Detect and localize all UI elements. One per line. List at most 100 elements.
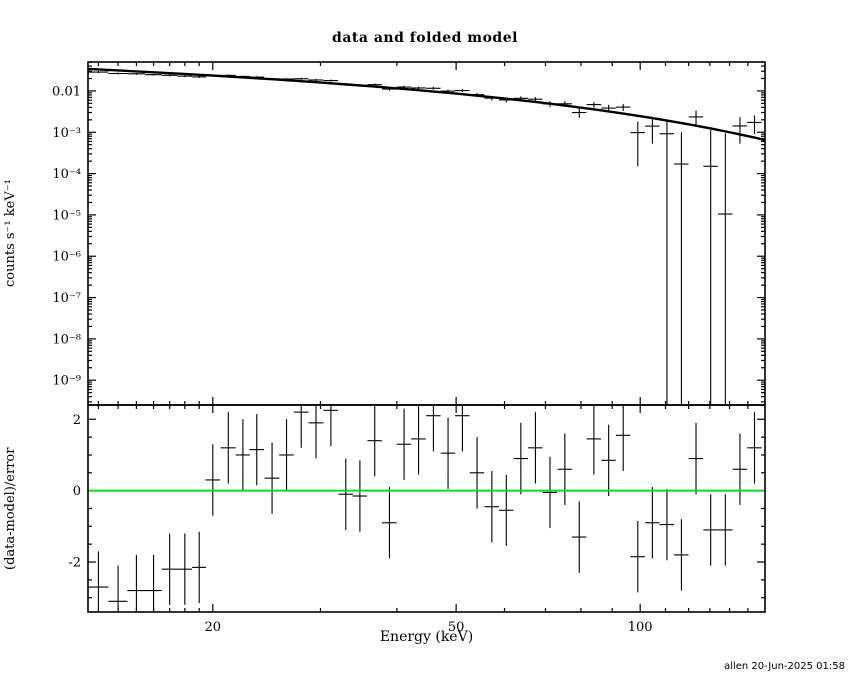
x-axis-label: Energy (keV) [379,629,474,645]
data-point [528,97,543,102]
data-point [127,72,146,75]
tick-label: 10⁻⁵ [52,208,81,223]
residual-point [498,474,514,546]
data-point [411,86,426,90]
residual-point [645,487,660,559]
data-point [484,96,499,101]
tick-label: 10⁻⁶ [52,250,81,265]
data-point [177,75,193,78]
data-point [352,84,368,87]
residual-point [703,494,718,566]
data-point [396,85,412,89]
data-point [323,79,339,82]
residual-point [192,531,207,604]
data-point [88,71,109,74]
axis-ticks [88,61,765,612]
data-point [747,115,762,134]
residual-point [586,405,602,475]
data-point [308,78,324,82]
residual-point [367,405,382,477]
tick-labels: 20 50 1000.0110⁻³10⁻⁴10⁻⁵10⁻⁶10⁻⁷10⁻⁸10⁻⁹-… [52,84,653,635]
data-point [161,74,178,77]
tick-label: 0 [73,484,81,499]
y-axis-label-residuals: (data-model)/error [3,447,18,570]
data-point [732,117,748,144]
data-point [688,110,704,128]
residual-point [615,405,631,472]
data-point [513,96,528,101]
data-point [440,89,456,93]
data-point [659,119,675,405]
residual-point [308,405,324,459]
folded-model-line [88,67,765,142]
data-point [338,83,353,86]
data-point [249,76,264,79]
residual-point [108,565,128,612]
tick-label: 10⁻³ [52,126,81,141]
data-point [645,117,660,144]
tick-label: 2 [73,413,81,428]
data-point [367,83,382,86]
data-point [205,74,221,77]
residual-point [279,419,294,491]
residual-point [440,417,456,489]
residual-point [630,520,645,593]
residual-point [411,405,426,475]
spectrum-panel-frame [87,61,766,406]
data-point [557,101,572,107]
tick-label: 10⁻⁴ [52,167,81,182]
data-point [718,133,733,405]
residual-point [455,405,470,452]
residual-point [747,412,762,484]
tick-label: -2 [68,556,81,571]
data-point [145,73,162,76]
data-point [703,129,718,405]
residual-point [205,444,221,516]
residual-point [235,419,250,491]
data-point [542,101,558,107]
data-point [264,77,280,80]
data-point [615,103,631,111]
data-point [586,101,602,108]
residual-point [674,519,689,591]
tick-label: 10⁻⁷ [52,291,81,306]
residual-point [127,554,146,612]
data-point [498,97,514,103]
residual-point [557,433,572,505]
data-point [382,87,397,91]
plot-title: data and folded model [332,30,518,46]
residual-point [352,460,368,532]
y-axis-label-spectrum: counts s⁻¹ keV⁻¹ [3,179,18,288]
residual-point [688,422,704,495]
timestamp-label: allen 20-Jun-2025 01:58 [724,661,845,672]
residual-point [718,494,733,566]
residual-point [732,433,748,505]
residual-point [88,551,109,612]
residual-point [571,501,587,573]
residual-point [161,533,178,605]
data-point [455,89,470,93]
residual-point [659,488,675,561]
residual-point [249,413,264,486]
data-point [220,74,236,77]
tick-label: 20 [205,620,222,635]
residual-point [220,412,236,484]
tick-label: 10⁻⁹ [52,374,81,389]
data-point [108,72,128,75]
data-point [279,77,294,81]
data-point [235,75,250,78]
residual-point [484,471,499,543]
residual-point [396,408,412,480]
data-point [674,132,689,405]
residual-point [382,487,397,559]
residual-point [177,533,193,605]
tick-label: 0.01 [52,84,81,99]
residual-point [601,424,616,497]
residual-point [338,458,353,530]
data-point [630,121,645,167]
residual-point [542,456,558,529]
residual-point [264,442,280,514]
residual-point [323,405,339,447]
data-point [571,108,587,118]
